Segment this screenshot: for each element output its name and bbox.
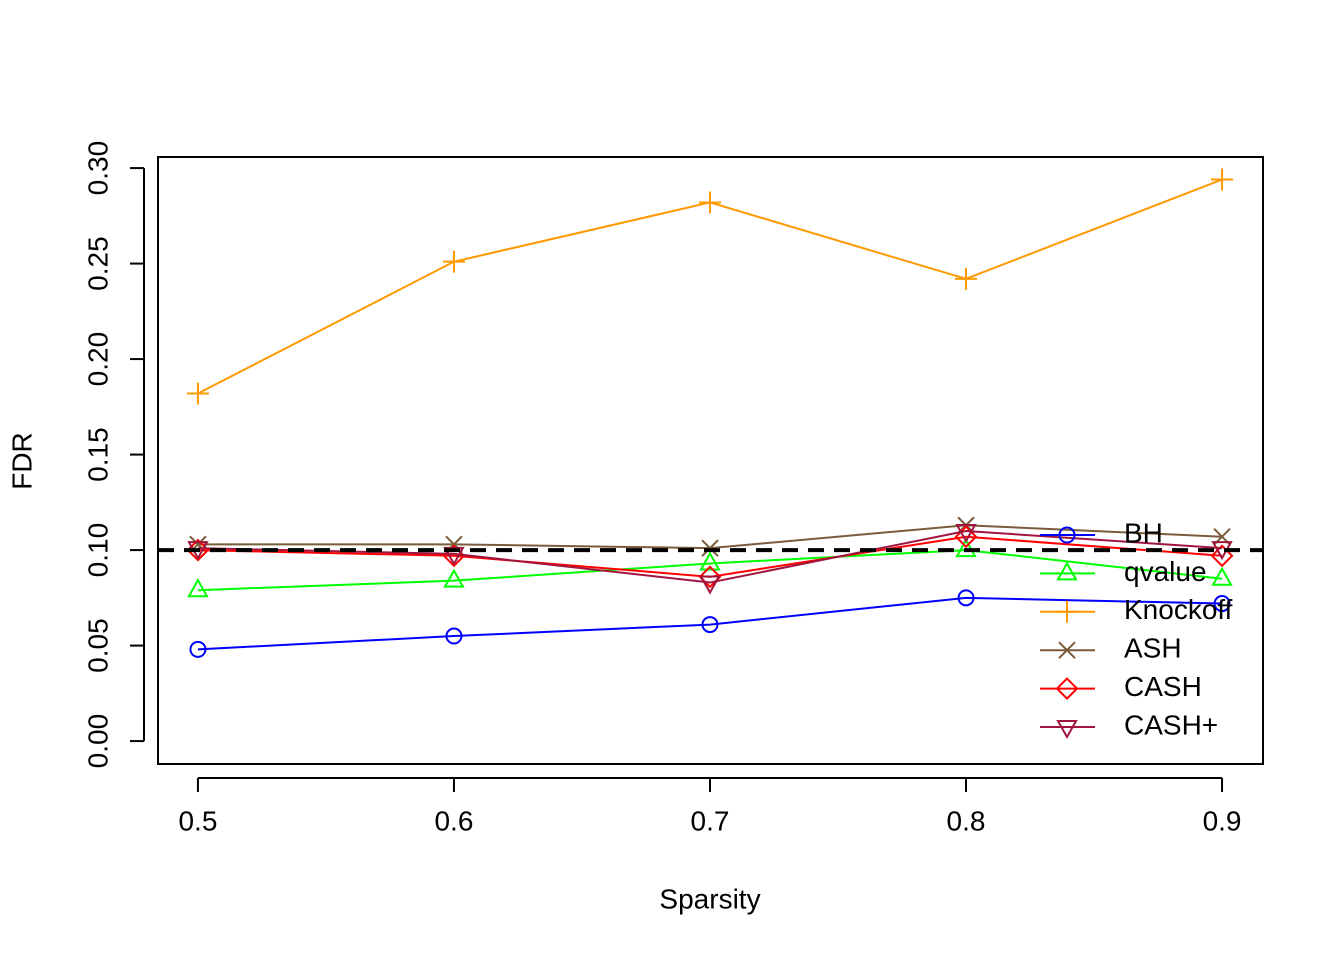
legend-marker bbox=[1058, 641, 1076, 659]
y-tick-label: 0.15 bbox=[82, 427, 113, 482]
series-line bbox=[197, 596, 1223, 651]
series-line bbox=[197, 529, 1223, 584]
marker bbox=[699, 551, 721, 571]
marker bbox=[1211, 168, 1234, 191]
x-tick-label: 0.5 bbox=[178, 805, 217, 836]
marker bbox=[701, 616, 719, 634]
marker bbox=[955, 538, 977, 558]
marker bbox=[443, 546, 465, 566]
marker bbox=[955, 267, 978, 290]
marker bbox=[186, 382, 209, 405]
legend-marker bbox=[1055, 677, 1079, 701]
marker bbox=[443, 568, 465, 588]
legend-marker bbox=[1056, 720, 1078, 740]
y-tick-label: 0.30 bbox=[82, 141, 113, 196]
marker bbox=[445, 627, 463, 645]
legend-marker bbox=[1056, 561, 1078, 581]
marker bbox=[1210, 544, 1234, 568]
series-line bbox=[197, 549, 1223, 592]
marker bbox=[699, 575, 721, 595]
marker bbox=[954, 525, 978, 549]
marker bbox=[698, 191, 721, 214]
plot-frame bbox=[157, 156, 1264, 765]
legend-label: Knockoff bbox=[1124, 594, 1233, 625]
x-tick-label: 0.6 bbox=[434, 805, 473, 836]
y-axis-label: FDR bbox=[6, 432, 37, 490]
legend-marker bbox=[1056, 600, 1078, 623]
legend-label: BH bbox=[1124, 517, 1163, 548]
legend-label: CASH bbox=[1124, 671, 1202, 702]
y-tick-label: 0.05 bbox=[82, 618, 113, 673]
x-axis-label: Sparsity bbox=[659, 883, 760, 914]
legend-label: ASH bbox=[1124, 633, 1182, 664]
y-tick-label: 0.25 bbox=[82, 236, 113, 291]
y-tick-label: 0.20 bbox=[82, 332, 113, 387]
legend-label: qvalue bbox=[1124, 556, 1207, 587]
marker bbox=[1211, 566, 1233, 586]
marker bbox=[698, 565, 722, 589]
legend-marker bbox=[1058, 526, 1076, 544]
x-tick-label: 0.9 bbox=[1203, 805, 1242, 836]
legend-label: CASH+ bbox=[1124, 709, 1218, 740]
x-tick-label: 0.8 bbox=[947, 805, 986, 836]
marker bbox=[1213, 595, 1231, 613]
y-tick-label: 0.00 bbox=[82, 714, 113, 769]
marker bbox=[189, 640, 207, 658]
x-tick-label: 0.7 bbox=[691, 805, 730, 836]
marker bbox=[442, 250, 465, 273]
marker bbox=[957, 589, 975, 607]
marker bbox=[955, 523, 977, 544]
y-tick-label: 0.10 bbox=[82, 523, 113, 578]
marker bbox=[187, 578, 209, 598]
